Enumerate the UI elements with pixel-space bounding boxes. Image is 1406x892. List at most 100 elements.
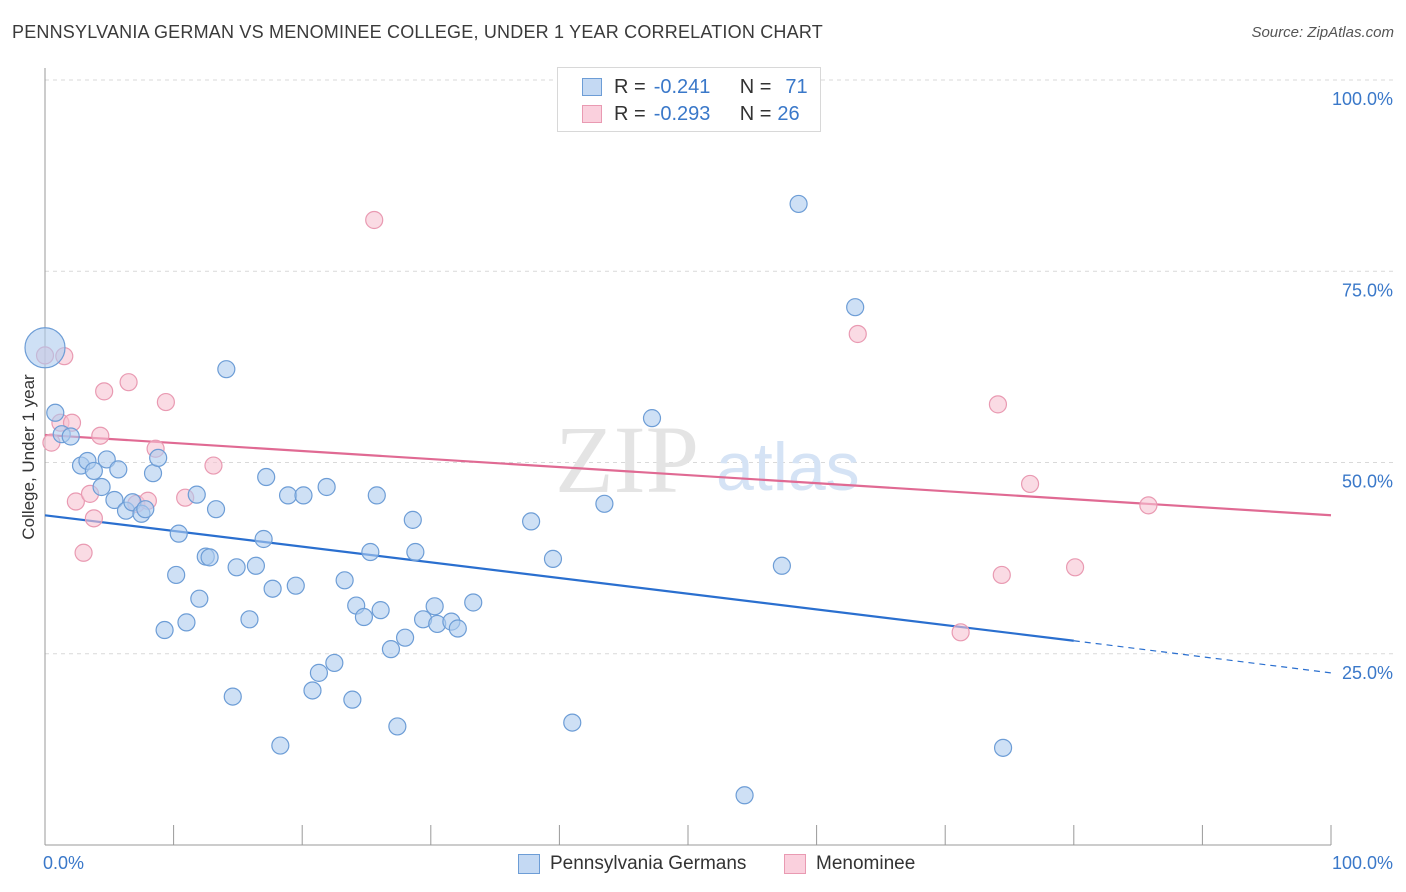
point-pennsylvania-germans	[395, 628, 415, 647]
point-pennsylvania-germans	[167, 565, 186, 585]
point-pennsylvania-germans	[217, 360, 236, 379]
watermark: ZIP atlas	[555, 406, 860, 513]
point-pennsylvania-germans	[240, 610, 259, 629]
n-value: 26	[777, 102, 800, 125]
point-pennsylvania-germans	[425, 597, 444, 616]
point-menominee	[992, 565, 1011, 585]
grid-lines	[45, 79, 1393, 655]
legend-swatch-blue	[518, 854, 540, 874]
point-pennsylvania-germans	[325, 653, 344, 673]
trend-line-extension	[1073, 640, 1332, 674]
point-pennsylvania-germans	[381, 640, 401, 659]
y-tick-label: 75.0%	[1342, 280, 1393, 300]
point-pennsylvania-germans	[354, 607, 374, 627]
point-pennsylvania-germans	[155, 620, 174, 640]
point-pennsylvania-germans	[543, 549, 563, 568]
point-pennsylvania-germans	[223, 687, 242, 706]
point-pennsylvania-germans	[97, 450, 116, 469]
point-menominee	[988, 395, 1008, 414]
point-pennsylvania-germans	[772, 556, 791, 575]
point-menominee	[365, 210, 384, 230]
point-pennsylvania-germans	[109, 460, 128, 479]
point-menominee	[156, 392, 175, 412]
trend-line-menominee	[44, 433, 1332, 517]
chart-title: PENNSYLVANIA GERMAN VS MENOMINEE COLLEGE…	[12, 22, 823, 42]
point-pennsylvania-germans	[200, 548, 219, 567]
y-axis-label: College, Under 1 year	[19, 374, 38, 540]
point-pennsylvania-germans	[464, 593, 483, 612]
point-menominee	[119, 373, 138, 392]
point-pennsylvania-germans	[286, 576, 305, 595]
point-pennsylvania-germans	[177, 613, 196, 632]
point-pennsylvania-germans	[149, 448, 168, 468]
point-pennsylvania-germans	[254, 529, 273, 549]
point-pennsylvania-germans	[61, 427, 80, 446]
y-tick-label: 25.0%	[1342, 663, 1393, 683]
point-pennsylvania-germans	[371, 601, 390, 620]
point-pennsylvania-germans	[257, 467, 276, 487]
point-pennsylvania-germans	[136, 500, 155, 519]
source-label: Source: ZipAtlas.com	[1251, 24, 1394, 41]
r-value: -0.241	[653, 75, 711, 98]
data-points	[24, 194, 1158, 805]
point-menominee	[1020, 474, 1040, 494]
n-label: N =	[739, 102, 772, 125]
point-pennsylvania-germans	[317, 477, 336, 497]
point-pennsylvania-germans	[46, 403, 65, 422]
point-menominee	[95, 382, 114, 401]
legend-item-pennsylvania-germans: Pennsylvania Germans	[518, 852, 746, 876]
point-pennsylvania-germans	[92, 477, 111, 497]
point-pennsylvania-germans	[187, 485, 206, 504]
legend-swatch-pink	[582, 105, 602, 123]
point-pennsylvania-germans	[246, 556, 266, 575]
r-value: -0.293	[653, 102, 711, 125]
point-pennsylvania-germans	[303, 681, 322, 700]
point-pennsylvania-germans	[343, 690, 362, 709]
trend-lines	[44, 433, 1332, 674]
point-menominee	[1065, 558, 1085, 577]
legend-label: Pennsylvania Germans	[550, 853, 747, 874]
point-pennsylvania-germans	[846, 298, 865, 317]
point-pennsylvania-germans	[105, 490, 124, 510]
point-pennsylvania-germans	[595, 494, 614, 513]
point-pennsylvania-germans	[388, 717, 407, 736]
point-pennsylvania-germans	[642, 409, 662, 428]
point-pennsylvania-germans	[24, 327, 66, 369]
legend-row-menominee: R = -0.293 N = 26	[582, 101, 800, 127]
n-value: 71	[785, 75, 808, 98]
legend-swatch-blue	[582, 78, 602, 96]
point-pennsylvania-germans	[406, 542, 425, 562]
point-menominee	[91, 426, 110, 445]
point-pennsylvania-germans	[84, 461, 103, 481]
axes	[44, 68, 1332, 846]
r-label: R =	[614, 102, 646, 125]
point-pennsylvania-germans	[735, 786, 754, 805]
point-pennsylvania-germans	[143, 464, 163, 483]
tick-labels: 25.0% 50.0% 75.0% 100.0% 0.0% 100.0%	[43, 89, 1393, 873]
legend-label: Menominee	[816, 853, 916, 874]
point-pennsylvania-germans	[278, 486, 298, 505]
legend-row-pennsylvania-germans: R = -0.241 N = 71	[582, 74, 808, 100]
point-pennsylvania-germans	[190, 589, 209, 608]
legend-swatch-pink	[784, 854, 806, 874]
r-label: R =	[614, 75, 646, 98]
point-pennsylvania-germans	[563, 713, 582, 732]
point-pennsylvania-germans	[367, 486, 386, 505]
point-pennsylvania-germans	[522, 512, 541, 531]
y-tick-label: 50.0%	[1342, 472, 1393, 492]
point-menominee	[204, 456, 223, 475]
point-menominee	[1139, 496, 1158, 515]
point-pennsylvania-germans	[263, 579, 282, 598]
point-pennsylvania-germans	[309, 663, 329, 682]
point-pennsylvania-germans	[335, 571, 354, 590]
point-pennsylvania-germans	[403, 510, 422, 529]
y-tick-label: 100.0%	[1332, 89, 1393, 109]
point-pennsylvania-germans	[169, 524, 188, 543]
legend-item-menominee: Menominee	[784, 852, 915, 876]
point-pennsylvania-germans	[206, 500, 226, 519]
point-pennsylvania-germans	[227, 558, 246, 577]
x-tick-label: 0.0%	[43, 853, 84, 873]
point-pennsylvania-germans	[993, 738, 1013, 757]
n-label: N =	[739, 75, 772, 98]
